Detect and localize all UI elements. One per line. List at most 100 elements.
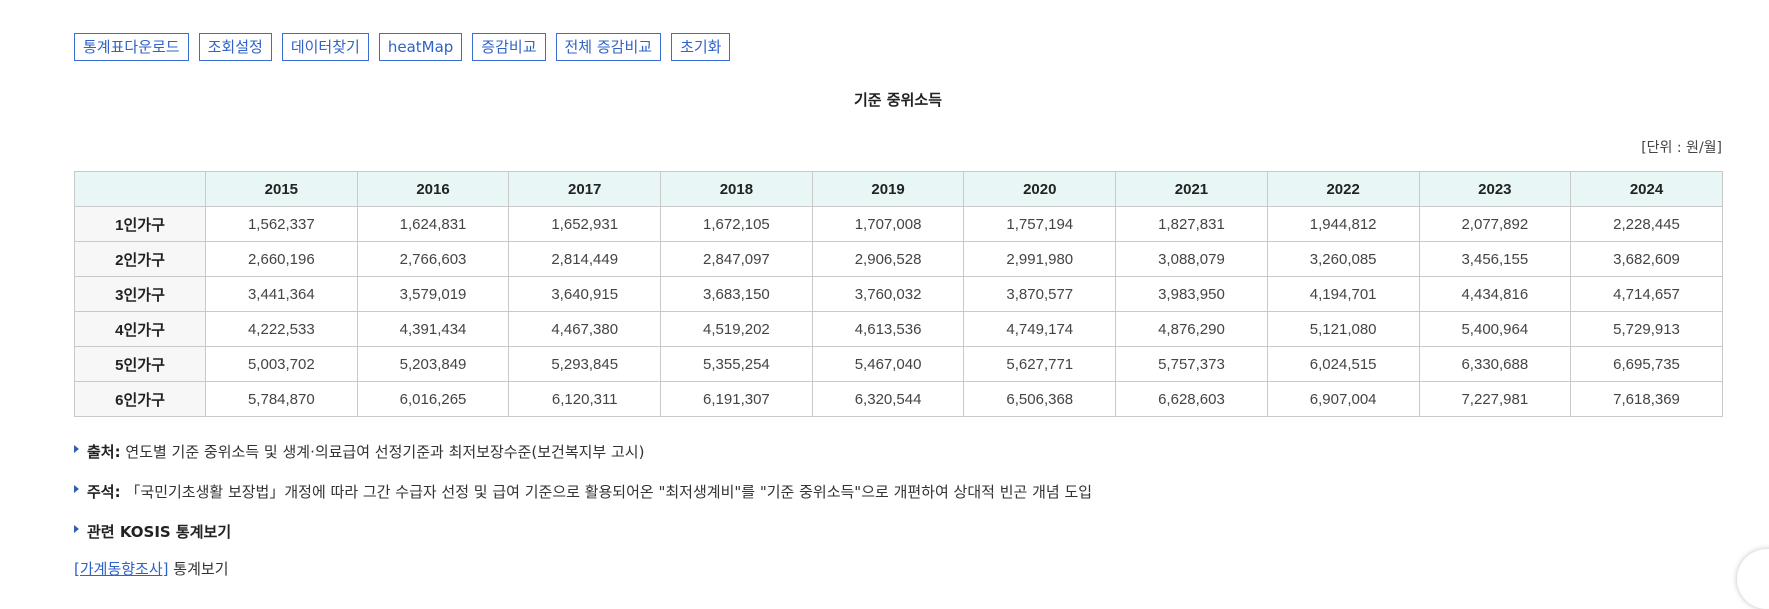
bullet-triangle-icon xyxy=(74,445,79,453)
table-cell: 4,749,174 xyxy=(963,311,1117,347)
table-cell: 3,983,950 xyxy=(1115,276,1268,312)
row-header: 4인가구 xyxy=(74,311,206,347)
table-cell: 3,760,032 xyxy=(811,276,965,312)
comment-note: 주석: 「국민기초생활 보장법」개정에 따라 그간 수급자 선정 및 급여 기준… xyxy=(74,481,1092,502)
table-cell: 4,519,202 xyxy=(660,311,813,347)
column-header: 2023 xyxy=(1418,171,1572,207)
table-row: 5인가구 5,003,702 5,203,849 5,293,845 5,355,254… xyxy=(74,346,1723,382)
table-cell: 6,191,307 xyxy=(660,381,813,417)
table-cell: 5,729,913 xyxy=(1570,311,1723,347)
column-header: 2020 xyxy=(963,171,1117,207)
column-header: 2017 xyxy=(508,171,662,207)
table-cell: 5,467,040 xyxy=(811,346,965,382)
table-cell: 3,640,915 xyxy=(508,276,662,312)
toolbar-button-4[interactable]: 증감비교 xyxy=(472,33,546,61)
source-text: 연도별 기준 중위소득 및 생계·의료급여 선정기준과 최저보장수준(보건복지부… xyxy=(125,443,645,461)
unit-label: [단위 : 원/월] xyxy=(1641,140,1722,156)
table-cell: 4,434,816 xyxy=(1418,276,1572,312)
table-cell: 4,613,536 xyxy=(811,311,965,347)
table-cell: 5,355,254 xyxy=(660,346,813,382)
table-cell: 4,391,434 xyxy=(356,311,510,347)
table-cell: 6,320,544 xyxy=(811,381,965,417)
table-cell: 6,907,004 xyxy=(1266,381,1420,417)
toolbar-button-3[interactable]: heatMap xyxy=(378,33,463,61)
related-link-suffix: 통계보기 xyxy=(173,560,229,578)
table-cell: 4,222,533 xyxy=(205,311,358,347)
table-cell: 2,228,445 xyxy=(1570,206,1723,242)
table-row: 6인가구 5,784,870 6,016,265 6,120,311 6,191,307… xyxy=(74,381,1723,417)
table-cell: 2,814,449 xyxy=(508,241,662,277)
table-cell: 3,682,609 xyxy=(1570,241,1723,277)
table-cell: 5,627,771 xyxy=(963,346,1117,382)
table-cell: 2,847,097 xyxy=(660,241,813,277)
table-cell: 1,652,931 xyxy=(508,206,662,242)
row-header: 6인가구 xyxy=(74,381,206,417)
comment-text: 「국민기초생활 보장법」개정에 따라 그간 수급자 선정 및 급여 기준으로 활… xyxy=(125,483,1093,501)
table-cell: 2,660,196 xyxy=(205,241,358,277)
table-cell: 1,707,008 xyxy=(811,206,965,242)
table-cell: 3,870,577 xyxy=(963,276,1117,312)
table-cell: 4,876,290 xyxy=(1115,311,1268,347)
column-header: 2024 xyxy=(1570,171,1723,207)
toolbar-button-0[interactable]: 통계표다운로드 xyxy=(74,33,189,61)
floating-action-button[interactable] xyxy=(1737,549,1769,609)
toolbar-button-1[interactable]: 조회설정 xyxy=(198,33,272,61)
table-row: 1인가구 1,562,337 1,624,831 1,652,931 1,672,105… xyxy=(74,206,1723,242)
table-row: 4인가구 4,222,533 4,391,434 4,467,380 4,519,202… xyxy=(74,311,1723,347)
table-cell: 3,441,364 xyxy=(205,276,358,312)
table-cell: 2,991,980 xyxy=(963,241,1117,277)
table-cell: 6,695,735 xyxy=(1570,346,1723,382)
column-header: 2018 xyxy=(660,171,813,207)
table-body: 1인가구 1,562,337 1,624,831 1,652,931 1,672,105… xyxy=(74,206,1723,417)
related-label: 관련 KOSIS 통계보기 xyxy=(87,523,232,541)
table-cell: 1,672,105 xyxy=(660,206,813,242)
table-cell: 1,624,831 xyxy=(356,206,510,242)
bullet-triangle-icon xyxy=(74,485,79,493)
table-cell: 6,120,311 xyxy=(508,381,662,417)
table-cell: 2,077,892 xyxy=(1418,206,1572,242)
table-cell: 6,016,265 xyxy=(356,381,510,417)
table-row: 3인가구 3,441,364 3,579,019 3,640,915 3,683,150… xyxy=(74,276,1723,312)
table-cell: 7,227,981 xyxy=(1418,381,1572,417)
household-survey-link[interactable]: [가계동향조사] xyxy=(74,560,169,578)
table-cell: 5,003,702 xyxy=(205,346,358,382)
table-cell: 7,618,369 xyxy=(1570,381,1723,417)
column-header: 2019 xyxy=(811,171,965,207)
table-cell: 2,766,603 xyxy=(356,241,510,277)
table-cell: 1,944,812 xyxy=(1266,206,1420,242)
column-header: 2022 xyxy=(1266,171,1420,207)
bullet-triangle-icon xyxy=(74,525,79,533)
table-cell: 5,400,964 xyxy=(1418,311,1572,347)
toolbar-button-5[interactable]: 전체 증감비교 xyxy=(555,33,662,61)
row-header: 1인가구 xyxy=(74,206,206,242)
comment-label: 주석: xyxy=(87,483,121,501)
table-cell: 5,203,849 xyxy=(356,346,510,382)
toolbar: 통계표다운로드 조회설정 데이터찾기 heatMap 증감비교 전체 증감비교 초기화 xyxy=(74,33,731,61)
table-cell: 5,784,870 xyxy=(205,381,358,417)
table-cell: 3,683,150 xyxy=(660,276,813,312)
table-cell: 6,628,603 xyxy=(1115,381,1268,417)
related-heading: 관련 KOSIS 통계보기 xyxy=(74,521,231,542)
row-header: 3인가구 xyxy=(74,276,206,312)
column-header: 2015 xyxy=(205,171,358,207)
source-note: 출처: 연도별 기준 중위소득 및 생계·의료급여 선정기준과 최저보장수준(보… xyxy=(74,441,644,462)
toolbar-button-2[interactable]: 데이터찾기 xyxy=(281,33,369,61)
row-header: 2인가구 xyxy=(74,241,206,277)
table-cell: 5,293,845 xyxy=(508,346,662,382)
table-cell: 3,088,079 xyxy=(1115,241,1268,277)
source-label: 출처: xyxy=(87,443,121,461)
table-cell: 3,260,085 xyxy=(1266,241,1420,277)
table-cell: 3,579,019 xyxy=(356,276,510,312)
income-table: 2015 2016 2017 2018 2019 2020 2021 2022 2023 2024… xyxy=(74,171,1723,417)
table-cell: 1,827,831 xyxy=(1115,206,1268,242)
table-header-row: 2015 2016 2017 2018 2019 2020 2021 2022 2023 2024 xyxy=(74,171,1723,207)
toolbar-button-6[interactable]: 초기화 xyxy=(671,33,731,61)
table-corner-cell xyxy=(74,171,206,207)
table-cell: 5,121,080 xyxy=(1266,311,1420,347)
table-cell: 4,714,657 xyxy=(1570,276,1723,312)
table-cell: 4,467,380 xyxy=(508,311,662,347)
table-cell: 4,194,701 xyxy=(1266,276,1420,312)
table-cell: 6,024,515 xyxy=(1266,346,1420,382)
column-header: 2021 xyxy=(1115,171,1268,207)
table-cell: 2,906,528 xyxy=(811,241,965,277)
